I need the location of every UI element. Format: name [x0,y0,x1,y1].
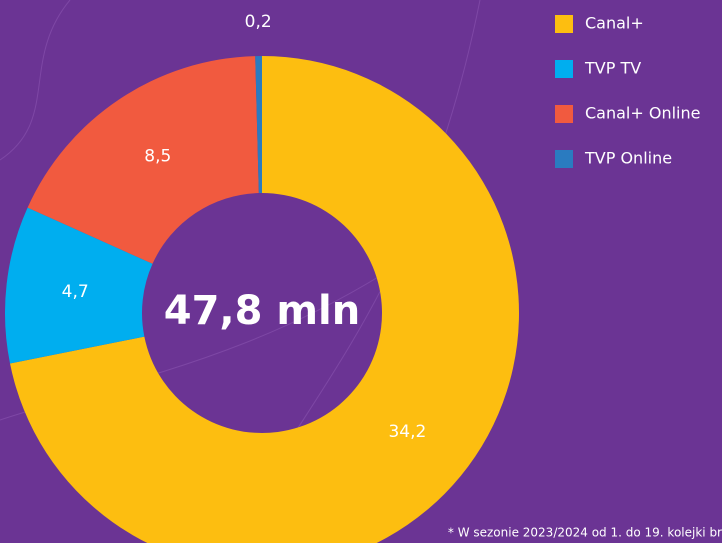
legend-label: TVP TV [584,59,641,78]
legend-swatch [555,150,573,168]
center-label: 47,8 mln [164,288,360,334]
donut-slice [4,207,153,364]
legend-label: Canal+ [585,14,644,33]
decor-line [0,0,71,161]
legend-swatch [555,60,573,78]
donut-slice [255,56,262,194]
slice-label: 8,5 [144,147,171,167]
donut-slice [10,56,519,543]
legend-label: TVP Online [584,149,672,168]
legend-swatch [555,105,573,123]
slice-label: 0,2 [245,12,272,32]
slice-label: 34,2 [388,422,426,442]
donut-slice [27,56,259,264]
legend-swatch [555,15,573,33]
footnote: * W sezonie 2023/2024 od 1. do 19. kolej… [448,526,722,540]
legend-label: Canal+ Online [585,104,700,123]
slice-label: 4,7 [62,282,89,302]
donut [4,56,519,543]
